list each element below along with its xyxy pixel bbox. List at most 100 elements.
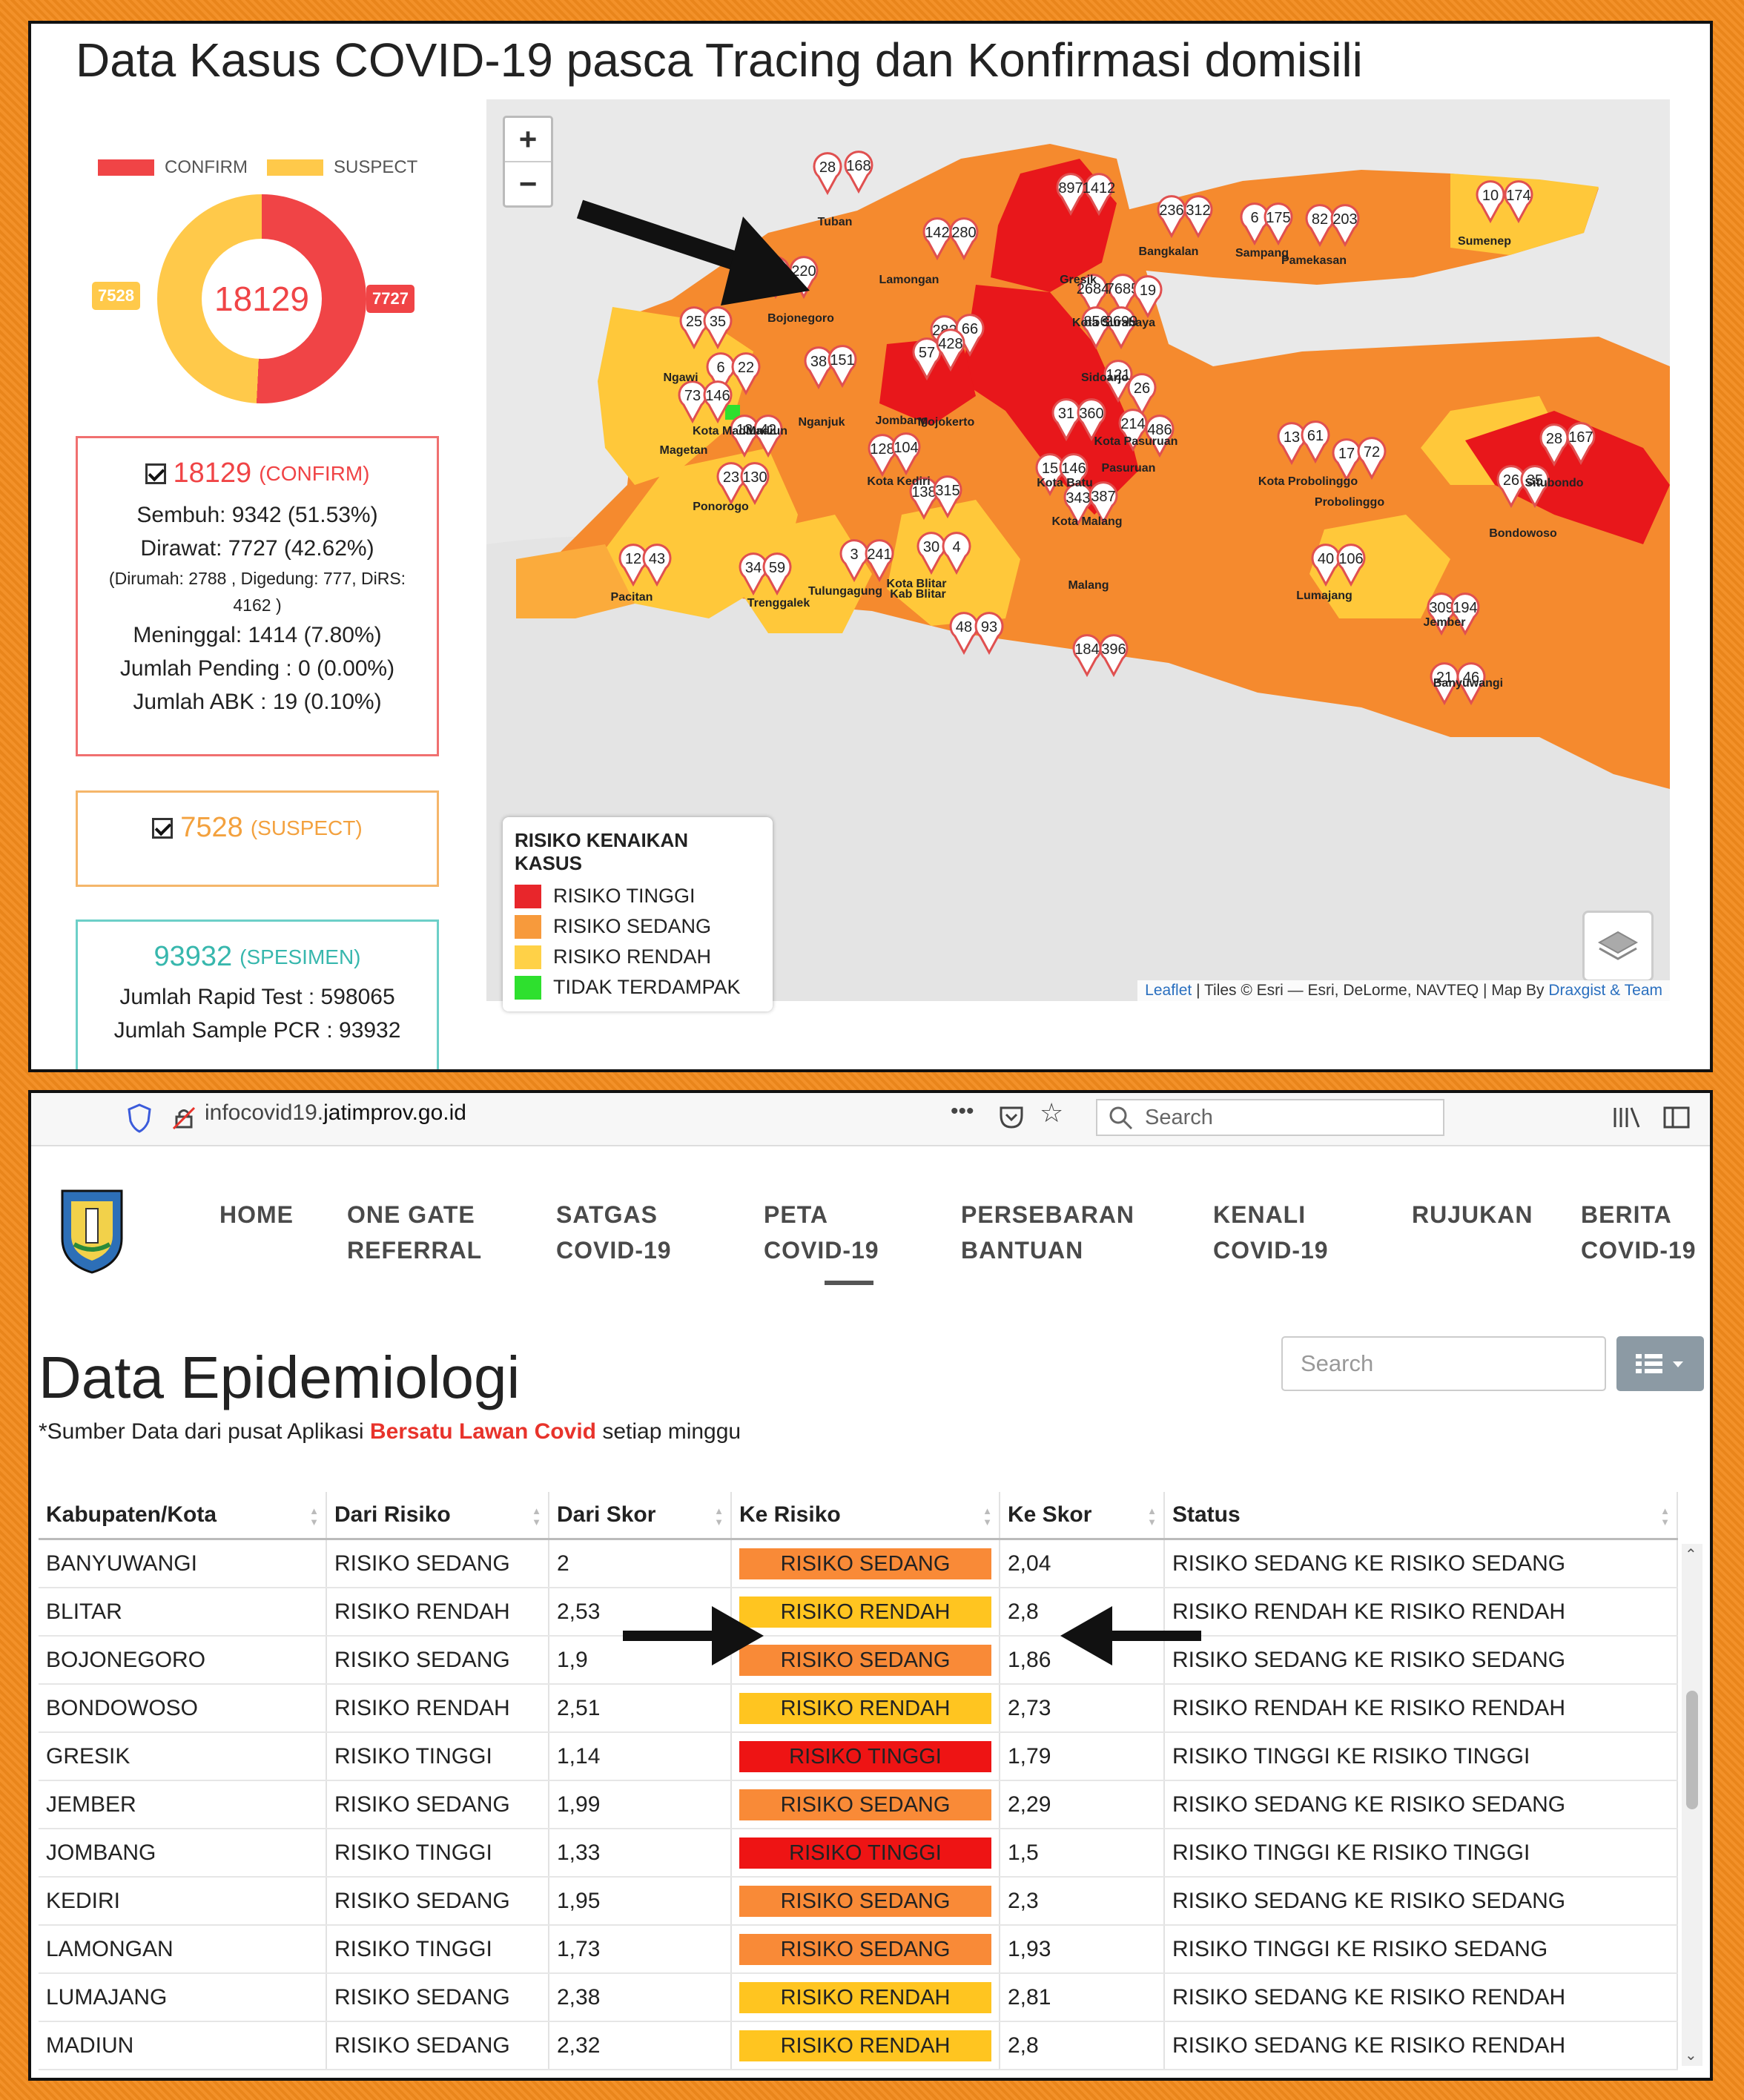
nav-item-persebaran[interactable]: PERSEBARAN BANTUAN [961,1197,1134,1268]
sort-icon[interactable]: ▲▼ [982,1505,993,1528]
draxgist-link[interactable]: Draxgist & Team [1548,982,1662,999]
map-pin-marker[interactable]: 1412 [1083,173,1116,217]
map-pin-marker[interactable]: 486 [1145,415,1175,458]
table-row[interactable]: MADIUN RISIKO SEDANG 2,32 RISIKO RENDAH 2,8 R… [39,2021,1678,2070]
map-pin-marker[interactable]: 897 [1056,173,1086,217]
sort-icon[interactable]: ▲▼ [531,1505,542,1528]
browser-search-input[interactable]: Search [1096,1099,1444,1136]
column-header[interactable]: Ke Risiko ▲▼ [731,1492,1000,1540]
pocket-icon[interactable] [998,1103,1025,1130]
map-pin-marker[interactable]: 203 [1330,204,1360,248]
suspect-checkbox[interactable] [152,817,174,839]
library-icon[interactable] [1612,1105,1642,1132]
map-pin-marker[interactable]: 428 [936,328,965,372]
map-pin-marker[interactable]: 396 [1099,634,1129,678]
map-pin-marker[interactable]: 13 [1277,422,1307,466]
url-bar[interactable]: infocovid19.jatimprov.go.id [205,1100,466,1126]
page-actions-menu[interactable]: ••• [951,1099,974,1123]
map-pin-marker[interactable]: 28 [813,152,842,196]
map-pin-marker[interactable]: 4 [942,532,971,575]
map-pin-marker[interactable]: 48 [949,612,979,656]
map-pin-marker[interactable]: 25 [679,306,709,350]
map-pin-marker[interactable]: 31 [1051,398,1081,442]
map-pin-marker[interactable]: 72 [1357,437,1387,481]
map-pin-marker[interactable]: 93 [974,612,1004,656]
map-pin-marker[interactable]: 43 [642,544,672,587]
table-row[interactable]: KEDIRI RISIKO SEDANG 1,95 RISIKO SEDANG 2,3 R… [39,1877,1678,1926]
map-pin-marker[interactable]: 130 [740,462,770,506]
nav-item-satgas[interactable]: SATGAS COVID-19 [556,1197,672,1268]
map-pin-marker[interactable]: 280 [949,217,979,261]
map-pin-marker[interactable]: 73 [678,380,707,424]
map-pin-marker[interactable]: 168 [844,151,873,194]
column-header[interactable]: Dari Risiko ▲▼ [326,1492,549,1540]
source-link[interactable]: Bersatu Lawan Covid [369,1419,596,1444]
table-row[interactable]: GRESIK RISIKO TINGGI 1,14 RISIKO TINGGI 1,79… [39,1732,1678,1781]
confirm-checkbox[interactable] [145,463,166,484]
layers-button[interactable] [1582,911,1654,982]
scroll-thumb[interactable] [1686,1691,1698,1809]
shield-icon[interactable] [128,1103,151,1133]
table-row[interactable]: JEMBER RISIKO SEDANG 1,99 RISIKO SEDANG 2,29… [39,1780,1678,1829]
map-pin-marker[interactable]: 360 [1077,398,1106,442]
map-pin-marker[interactable]: 856 [1081,306,1111,350]
table-row[interactable]: LUMAJANG RISIKO SEDANG 2,38 RISIKO RENDAH 2,… [39,1973,1678,2022]
map-pin-marker[interactable]: 2699 [1105,306,1138,350]
bookmark-star-icon[interactable]: ☆ [1040,1097,1064,1128]
map-pin-marker[interactable]: 175 [1264,202,1293,246]
map-pin-marker[interactable]: 46 [1456,662,1486,706]
map-pin-marker[interactable]: 2684 [1077,274,1110,317]
map-pin-marker[interactable]: 35 [1520,465,1550,509]
map-pin-marker[interactable]: 59 [762,552,792,596]
map-pin-marker[interactable]: 146 [1059,453,1089,497]
table-row[interactable]: BANYUWANGI RISIKO SEDANG 2 RISIKO SEDANG 2,0… [39,1539,1678,1588]
map-pin-marker[interactable]: 312 [1183,195,1213,239]
map-pin-marker[interactable]: 26 [1127,373,1157,417]
map-pin-marker[interactable]: 10 [1476,180,1505,224]
east-java-risk-map[interactable]: 2816889714122363126175822031017414228014… [486,99,1670,1011]
sort-icon[interactable]: ▲▼ [1146,1505,1157,1528]
nav-item-home[interactable]: HOME [219,1197,294,1232]
table-row[interactable]: BOJONEGORO RISIKO SEDANG 1,9 RISIKO SEDANG 1… [39,1636,1678,1685]
map-pin-marker[interactable]: 26 [1496,465,1526,509]
map-pin-marker[interactable]: 174 [1504,180,1533,224]
map-pin-marker[interactable]: 387 [1089,481,1118,525]
table-scrollbar[interactable]: ⌃ ⌄ [1682,1544,1702,2066]
map-pin-marker[interactable]: 241 [865,539,894,583]
zoom-in-button[interactable]: + [505,118,551,162]
nav-item-one-gate[interactable]: ONE GATE REFERRAL [347,1197,482,1268]
map-pin-marker[interactable]: 151 [828,345,857,389]
table-search-input[interactable]: Search [1281,1336,1606,1391]
map-pin-marker[interactable]: 315 [933,475,962,519]
map-pin-marker[interactable]: 35 [703,306,733,350]
map-pin-marker[interactable]: 104 [891,432,921,476]
table-row[interactable]: BLITAR RISIKO RENDAH 2,53 RISIKO RENDAH 2,8 R… [39,1588,1678,1637]
column-header[interactable]: Ke Skor ▲▼ [1000,1492,1165,1540]
sort-icon[interactable]: ▲▼ [308,1505,320,1528]
map-pin-marker[interactable]: 13 [730,415,759,458]
nav-item-berita[interactable]: BERITA COVID-19 [1581,1197,1697,1268]
scroll-down-icon[interactable]: ⌄ [1685,2047,1697,2064]
map-pin-marker[interactable]: 106 [1336,544,1366,587]
table-row[interactable]: BONDOWOSO RISIKO RENDAH 2,51 RISIKO RENDAH 2… [39,1684,1678,1733]
column-header[interactable]: Status ▲▼ [1164,1492,1678,1540]
map-pin-marker[interactable]: 19 [1133,275,1163,319]
nav-item-peta[interactable]: PETA COVID-19 [764,1197,879,1268]
table-row[interactable]: JOMBANG RISIKO TINGGI 1,33 RISIKO TINGGI 1,5… [39,1829,1678,1878]
zoom-out-button[interactable]: − [518,166,538,201]
map-pin-marker[interactable]: 121 [1103,360,1133,403]
map-pin-marker[interactable]: 42 [753,415,783,458]
map-pin-marker[interactable]: 167 [1566,422,1596,466]
map-pin-marker[interactable]: 57 [912,337,942,381]
column-header[interactable]: Dari Skor ▲▼ [549,1492,732,1540]
map-pin-marker[interactable]: 28 [1539,423,1569,467]
map-pin-marker[interactable]: 194 [1450,592,1480,636]
map-pin-marker[interactable]: 220 [789,256,819,300]
nav-item-rujukan[interactable]: RUJUKAN [1412,1197,1533,1232]
columns-toggle-button[interactable] [1616,1336,1704,1391]
sidebar-icon[interactable] [1662,1105,1692,1132]
map-pin-marker[interactable]: 146 [703,380,733,424]
table-row[interactable]: LAMONGAN RISIKO TINGGI 1,73 RISIKO SEDANG 1,… [39,1925,1678,1974]
map-pin-marker[interactable]: 343 [1063,483,1093,526]
leaflet-link[interactable]: Leaflet [1145,982,1192,999]
